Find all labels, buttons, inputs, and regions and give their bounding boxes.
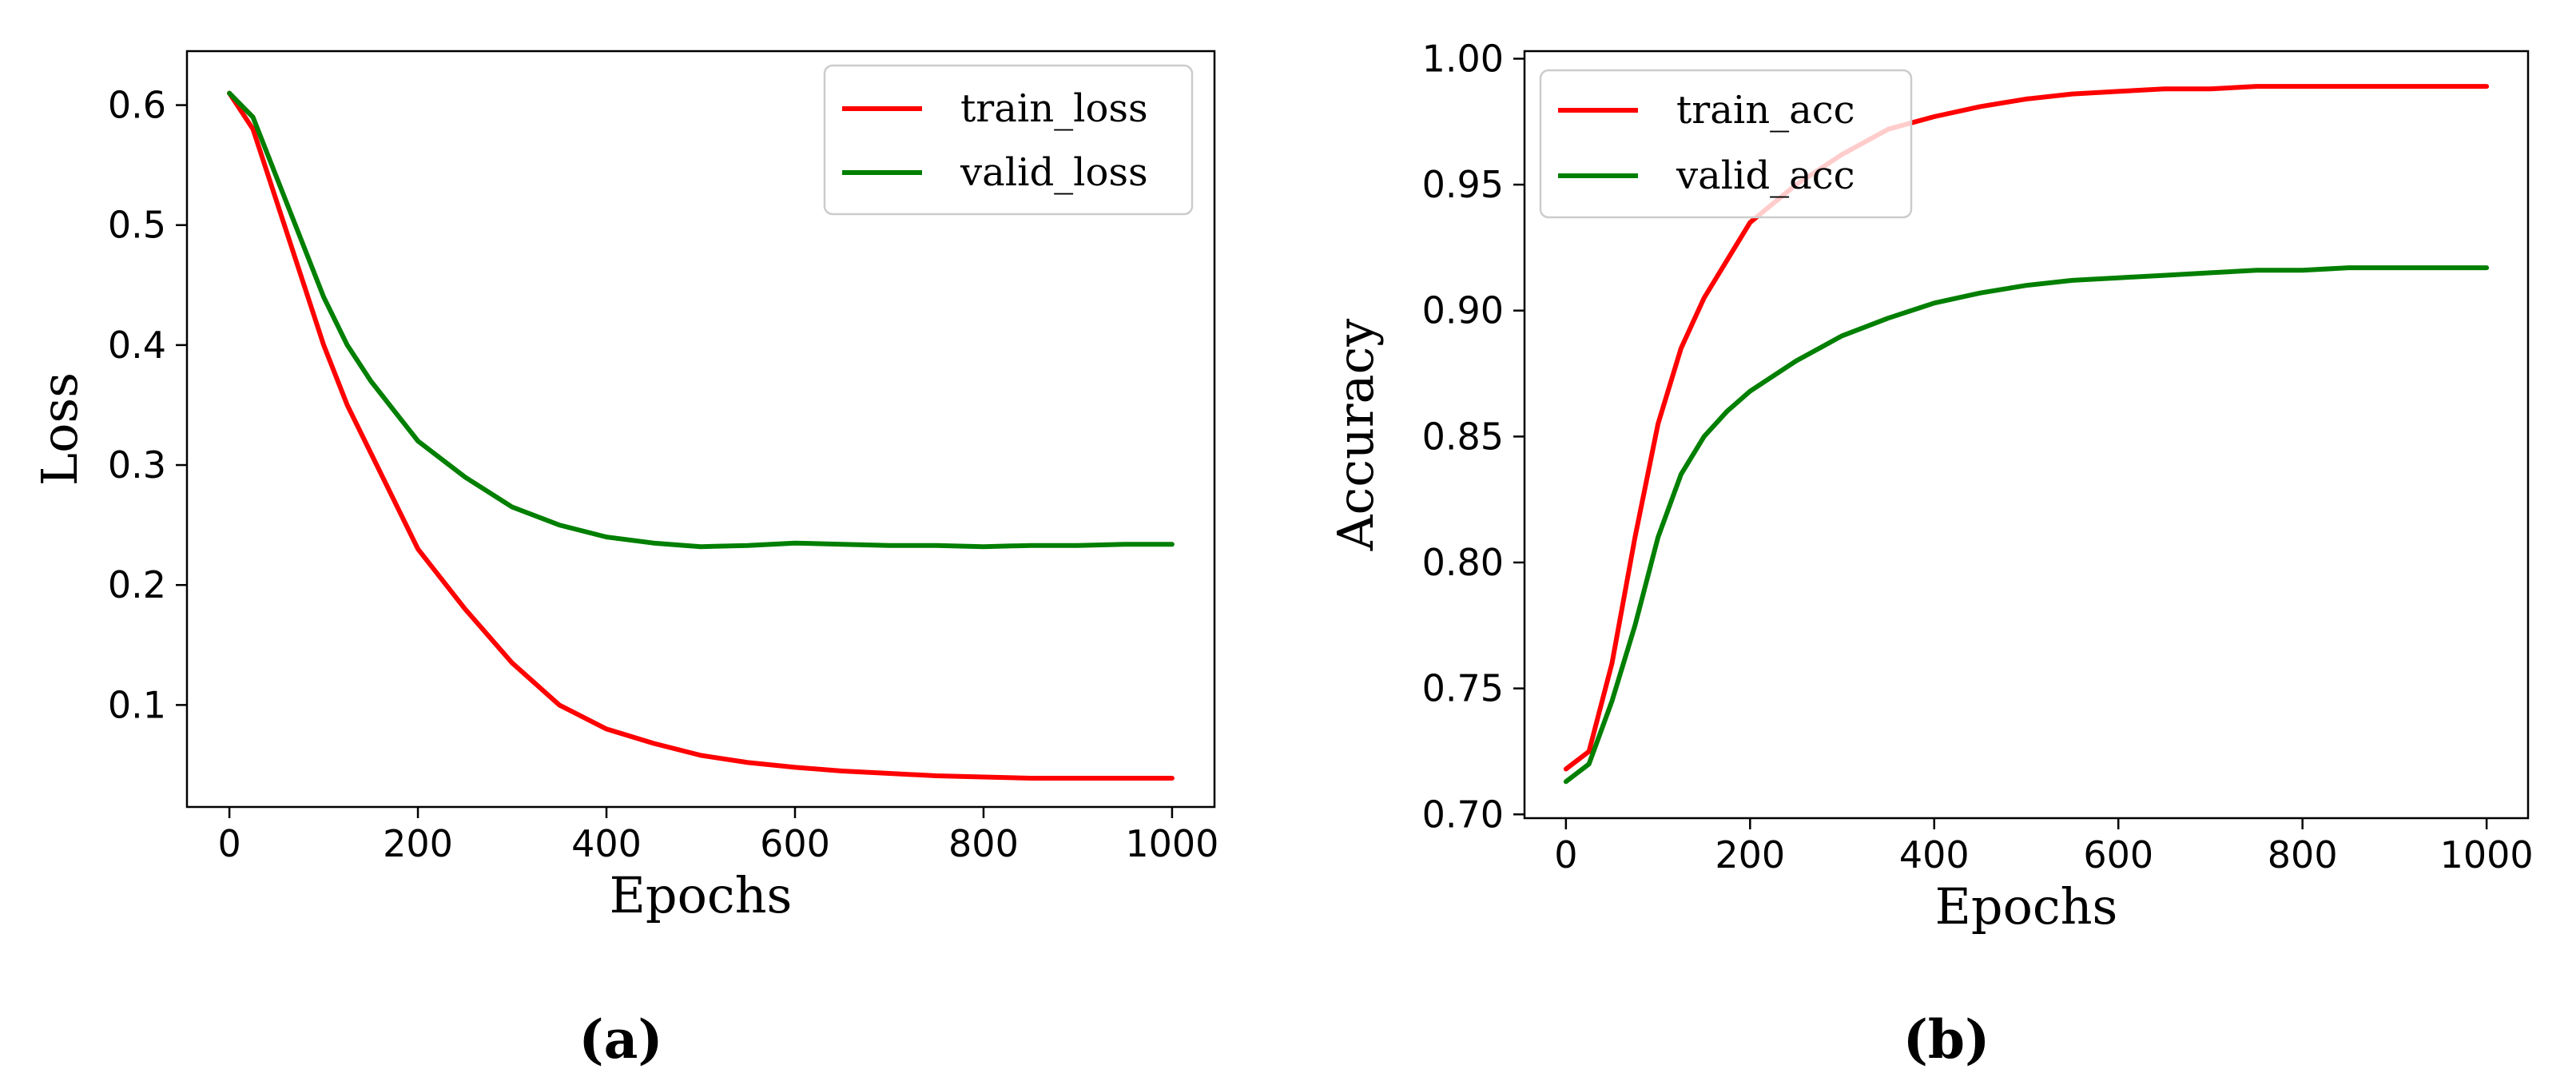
chart-b-legend: train_acc valid_acc xyxy=(1539,69,1913,219)
chart-a-ytick-label-3: 0.4 xyxy=(108,324,166,367)
chart-b-x-ticks: 0 200 400 600 800 1000 xyxy=(1554,818,2534,876)
chart-a-x-ticks: 0 200 400 600 800 1000 xyxy=(217,807,1218,865)
chart-b-ytick-label-1: 0.75 xyxy=(1422,667,1504,710)
chart-a-ytick-label-2: 0.3 xyxy=(108,443,166,487)
chart-a-panel-label: (a) xyxy=(578,1008,662,1071)
chart-a-xtick-label-0: 0 xyxy=(217,822,241,865)
chart-a-xlabel: Epochs xyxy=(610,866,793,924)
chart-b-xtick-label-2: 400 xyxy=(1899,833,1970,876)
chart-a-xtick-label-1: 200 xyxy=(383,822,453,865)
chart-b-xtick-label-3: 600 xyxy=(2083,833,2153,876)
chart-b-xtick-label-1: 200 xyxy=(1715,833,1785,876)
chart-b-ytick-label-5: 0.95 xyxy=(1422,163,1504,206)
chart-a: 0 200 400 600 800 1000 0.1 0.2 0.3 0.4 0.5 0.6 Epo… xyxy=(30,50,1218,1071)
chart-a-ytick-label-1: 0.2 xyxy=(108,563,166,606)
chart-b-xtick-label-0: 0 xyxy=(1554,833,1577,876)
chart-b: 0 200 400 600 800 1000 0.700.750.800.850.900.… xyxy=(1326,37,2534,1071)
chart-a-y-ticks: 0.1 0.2 0.3 0.4 0.5 0.6 xyxy=(108,84,187,726)
chart-a-xtick-label-2: 400 xyxy=(571,822,642,865)
chart-a-legend-label-valid_loss: valid_loss xyxy=(960,150,1148,195)
chart-b-legend-label-valid_acc: valid_acc xyxy=(1676,153,1855,198)
chart-b-ytick-label-0: 0.70 xyxy=(1422,793,1504,836)
chart-a-plot-frame xyxy=(185,50,1216,809)
chart-a-xtick-label-3: 600 xyxy=(760,822,830,865)
chart-a-ytick-label-5: 0.6 xyxy=(108,84,166,127)
chart-b-ylabel: Accuracy xyxy=(1326,319,1385,552)
chart-b-ytick-label-2: 0.80 xyxy=(1422,541,1504,584)
chart-b-xlabel: Epochs xyxy=(1935,877,2118,936)
chart-b-legend-label-train_acc: train_acc xyxy=(1676,88,1855,133)
chart-a-ytick-label-4: 0.5 xyxy=(108,204,166,247)
chart-b-ytick-label-6: 1.00 xyxy=(1422,37,1504,80)
chart-b-xtick-label-5: 1000 xyxy=(2440,833,2534,876)
chart-a-ylabel: Loss xyxy=(30,372,89,486)
chart-a-xtick-label-5: 1000 xyxy=(1125,822,1218,865)
chart-b-series-group xyxy=(1563,84,2490,785)
chart-b-xtick-label-4: 800 xyxy=(2268,833,2338,876)
chart-b-ytick-label-3: 0.85 xyxy=(1422,415,1504,458)
chart-a-legend: train_loss valid_loss xyxy=(823,64,1194,216)
chart-b-legend-box xyxy=(1539,69,1913,219)
chart-b-plot-frame xyxy=(1523,50,2530,820)
chart-b-panel-label: (b) xyxy=(1903,1008,1990,1071)
chart-a-legend-label-train_loss: train_loss xyxy=(960,86,1148,131)
chart-a-legend-box xyxy=(823,64,1194,216)
chart-b-y-ticks: 0.70 0.75 0.80 0.85 0.90 0.95 1.00 xyxy=(1422,37,1525,836)
chart-a-xtick-label-4: 800 xyxy=(948,822,1019,865)
chart-a-ytick-label-0: 0.1 xyxy=(108,683,166,726)
chart-a-series-group xyxy=(227,90,1175,781)
chart-b-ytick-label-4: 0.90 xyxy=(1422,289,1504,332)
